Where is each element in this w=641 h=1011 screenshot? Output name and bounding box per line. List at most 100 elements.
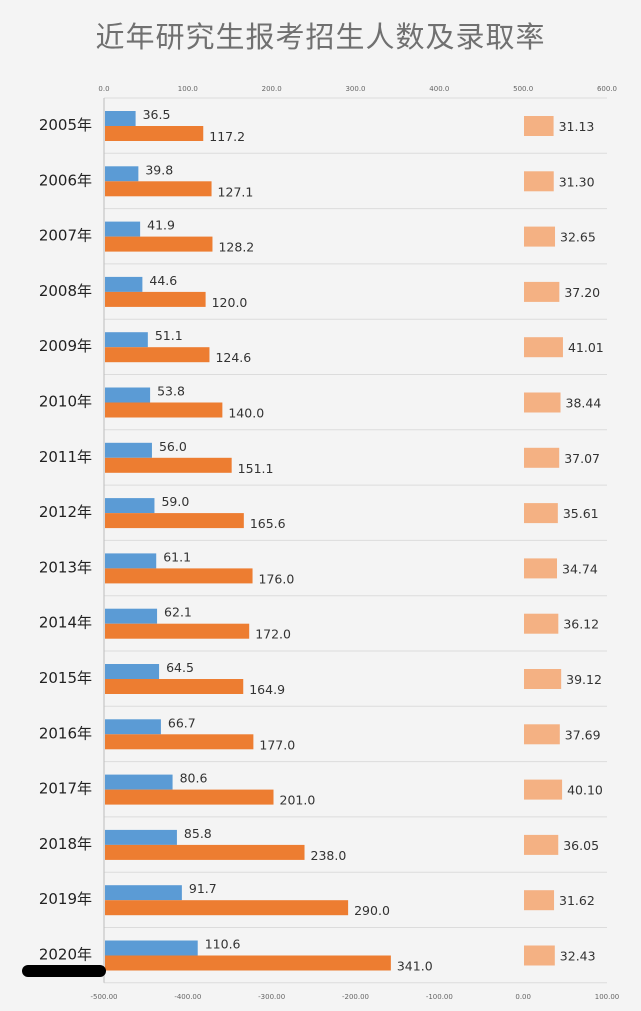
data-label-admitted: 66.7	[168, 715, 196, 730]
bar-applicants	[105, 181, 212, 197]
bottom-axis-tick: -200.00	[342, 993, 369, 1001]
bar-admission-rate	[524, 890, 555, 911]
data-label-admitted: 39.8	[145, 162, 173, 177]
redaction-mark	[22, 965, 106, 977]
bar-admission-rate	[524, 503, 558, 524]
bar-admitted	[105, 774, 173, 790]
data-label-admission-rate: 40.10	[567, 783, 603, 798]
category-label: 2007年	[39, 227, 92, 245]
data-label-admission-rate: 32.43	[560, 949, 596, 964]
bar-admitted	[105, 940, 198, 956]
bar-admission-rate	[524, 392, 561, 413]
bar-applicants	[105, 347, 210, 363]
bar-admission-rate	[524, 226, 556, 247]
data-label-applicants: 165.6	[250, 516, 286, 531]
data-label-applicants: 238.0	[311, 848, 347, 863]
category-label: 2020年	[39, 946, 92, 964]
bar-admitted	[105, 111, 136, 126]
bar-applicants	[105, 789, 274, 805]
category-label: 2008年	[39, 282, 92, 300]
category-label: 2016年	[39, 724, 92, 742]
top-axis-tick: 0.0	[98, 85, 109, 93]
data-label-admitted: 80.6	[180, 771, 208, 786]
bar-admitted	[105, 221, 141, 237]
category-label: 2018年	[39, 835, 92, 853]
bar-admitted	[105, 885, 182, 901]
data-label-admitted: 61.1	[163, 549, 191, 564]
data-label-applicants: 120.0	[212, 295, 248, 310]
data-label-admission-rate: 35.61	[563, 506, 599, 521]
bar-admission-rate	[524, 281, 560, 302]
bar-applicants	[105, 844, 305, 860]
data-label-admission-rate: 39.12	[566, 672, 602, 687]
data-label-applicants: 164.9	[249, 682, 285, 697]
data-label-applicants: 128.2	[218, 240, 254, 255]
data-label-admitted: 41.9	[147, 218, 175, 233]
data-label-applicants: 341.0	[397, 959, 433, 974]
category-label: 2010年	[39, 393, 92, 411]
bar-admission-rate	[524, 337, 563, 358]
data-label-admitted: 53.8	[157, 384, 185, 399]
data-label-admitted: 44.6	[149, 273, 177, 288]
data-label-admission-rate: 31.62	[559, 893, 595, 908]
bar-applicants	[105, 513, 244, 529]
bar-admission-rate	[524, 613, 559, 634]
bar-admitted	[105, 387, 151, 403]
bottom-axis-tick: -300.00	[258, 993, 285, 1001]
bar-applicants	[105, 568, 253, 584]
bar-admitted	[105, 553, 157, 569]
top-axis-tick: 200.0	[262, 85, 282, 93]
chart-title: 近年研究生报考招生人数及录取率	[95, 20, 546, 54]
category-label: 2006年	[39, 171, 92, 189]
data-label-admitted: 56.0	[159, 439, 187, 454]
bar-admitted	[105, 332, 148, 348]
top-axis-tick: 500.0	[513, 85, 533, 93]
category-label: 2014年	[39, 614, 92, 632]
bar-admission-rate	[524, 779, 563, 800]
data-label-applicants: 172.0	[255, 627, 291, 642]
data-label-applicants: 151.1	[238, 461, 274, 476]
category-label: 2013年	[39, 558, 92, 576]
bar-applicants	[105, 126, 204, 141]
data-label-admitted: 36.5	[143, 107, 171, 122]
bar-applicants	[105, 457, 232, 473]
data-label-admission-rate: 36.12	[563, 617, 599, 632]
bar-admission-rate	[524, 171, 554, 192]
data-label-applicants: 177.0	[259, 737, 295, 752]
category-label: 2009年	[39, 337, 92, 355]
data-label-admitted: 62.1	[164, 605, 192, 620]
bar-admitted	[105, 664, 160, 679]
data-label-admitted: 51.1	[155, 328, 183, 343]
top-axis-tick: 100.0	[178, 85, 198, 93]
bottom-axis-tick: 100.00	[595, 993, 620, 1001]
bar-admission-rate	[524, 116, 554, 136]
bar-admission-rate	[524, 669, 562, 689]
bottom-axis-tick: -500.00	[90, 993, 117, 1001]
top-axis-tick: 400.0	[429, 85, 449, 93]
data-label-applicants: 127.1	[218, 184, 254, 199]
bar-admitted	[105, 442, 152, 458]
bar-admitted	[105, 719, 161, 735]
bar-admission-rate	[524, 447, 560, 468]
bar-applicants	[105, 955, 391, 971]
bottom-axis-tick: -400.00	[174, 993, 201, 1001]
data-label-admission-rate: 32.65	[560, 230, 596, 245]
category-label: 2019年	[39, 890, 92, 908]
bar-admission-rate	[524, 945, 555, 966]
data-label-admission-rate: 38.44	[566, 396, 602, 411]
data-label-admitted: 91.7	[189, 881, 217, 896]
bar-admitted	[105, 166, 139, 182]
bar-admitted	[105, 829, 177, 845]
data-label-admission-rate: 37.69	[565, 727, 601, 742]
data-label-admission-rate: 34.74	[562, 561, 598, 576]
data-label-admission-rate: 41.01	[568, 340, 604, 355]
data-label-admission-rate: 31.13	[559, 119, 595, 134]
category-label: 2017年	[39, 780, 92, 798]
bar-applicants	[105, 402, 223, 418]
bar-admitted	[105, 498, 155, 514]
data-label-admitted: 64.5	[166, 660, 194, 675]
category-label: 2011年	[39, 448, 92, 466]
data-label-applicants: 176.0	[259, 571, 295, 586]
